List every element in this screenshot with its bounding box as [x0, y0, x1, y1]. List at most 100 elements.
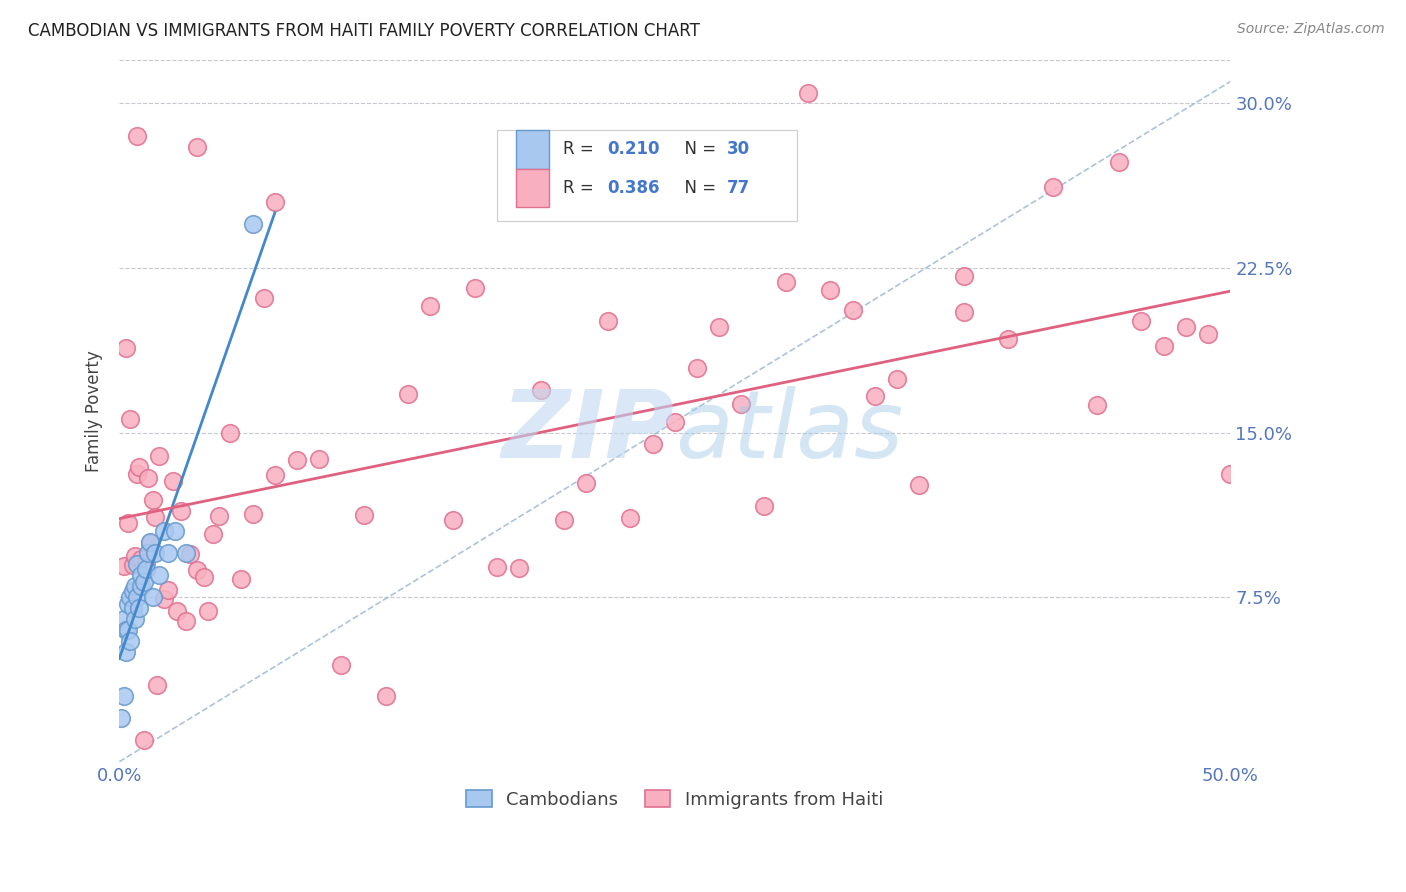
Point [1130, 314, 1153, 328]
Point [952, 305, 974, 319]
Point [841, 302, 863, 317]
Point [193, 570, 215, 584]
Point [136, 471, 159, 485]
Point [131, 568, 153, 582]
Point [143, 546, 166, 560]
Point [120, 412, 142, 426]
Point [132, 574, 155, 589]
Point [752, 500, 775, 514]
Point [619, 511, 641, 525]
Text: 30: 30 [727, 140, 751, 159]
Point [219, 426, 242, 441]
Text: atlas: atlas [675, 386, 903, 477]
Bar [516, 130, 550, 169]
Point [117, 623, 139, 637]
Point [125, 591, 148, 605]
Point [374, 689, 396, 703]
Point [115, 342, 138, 356]
Point [1174, 320, 1197, 334]
Point [135, 556, 157, 570]
Point [142, 492, 165, 507]
Point [263, 195, 285, 210]
Point [131, 551, 153, 566]
Point [508, 561, 530, 575]
Point [952, 268, 974, 283]
Point [419, 299, 441, 313]
Point [908, 478, 931, 492]
Point [117, 516, 139, 530]
Point [139, 535, 162, 549]
Point [709, 320, 731, 334]
Point [162, 475, 184, 489]
Point [208, 508, 231, 523]
Point [148, 568, 170, 582]
Point [135, 562, 157, 576]
Point [263, 467, 285, 482]
Point [396, 387, 419, 401]
Point [121, 583, 143, 598]
Point [112, 612, 135, 626]
Point [152, 524, 174, 539]
Point [120, 591, 142, 605]
Point [231, 572, 253, 586]
Point [166, 604, 188, 618]
Point [117, 597, 139, 611]
Point [598, 313, 620, 327]
Point [186, 140, 208, 154]
Point [1219, 467, 1241, 482]
Legend: Cambodians, Immigrants from Haiti: Cambodians, Immigrants from Haiti [460, 782, 890, 816]
Point [157, 583, 180, 598]
Point [308, 452, 330, 467]
Point [112, 689, 135, 703]
Bar [516, 169, 550, 208]
Point [124, 549, 146, 563]
Point [157, 546, 180, 560]
Point [197, 604, 219, 618]
Point [110, 711, 132, 725]
Point [242, 507, 264, 521]
Point [664, 415, 686, 429]
Point [125, 129, 148, 144]
Point [285, 453, 308, 467]
Point [242, 217, 264, 231]
Point [136, 546, 159, 560]
Point [125, 558, 148, 572]
Text: N =: N = [673, 179, 721, 197]
Point [1197, 326, 1219, 341]
Point [686, 360, 709, 375]
Point [115, 645, 138, 659]
Point [441, 513, 464, 527]
Point [115, 623, 138, 637]
Point [1085, 398, 1108, 412]
Text: N =: N = [673, 140, 721, 159]
Point [124, 579, 146, 593]
Text: 77: 77 [727, 179, 751, 197]
Point [174, 614, 197, 628]
Point [146, 678, 169, 692]
Point [863, 389, 886, 403]
Text: 0.386: 0.386 [607, 179, 659, 197]
Point [186, 563, 208, 577]
Y-axis label: Family Poverty: Family Poverty [86, 350, 103, 472]
Point [120, 634, 142, 648]
Point [142, 591, 165, 605]
Point [797, 86, 820, 100]
Point [170, 504, 193, 518]
Point [131, 579, 153, 593]
Point [112, 559, 135, 574]
FancyBboxPatch shape [498, 130, 797, 221]
Point [124, 612, 146, 626]
Point [730, 397, 752, 411]
Point [201, 526, 224, 541]
Text: R =: R = [562, 179, 599, 197]
Point [125, 467, 148, 482]
Text: CAMBODIAN VS IMMIGRANTS FROM HAITI FAMILY POVERTY CORRELATION CHART: CAMBODIAN VS IMMIGRANTS FROM HAITI FAMIL… [28, 22, 700, 40]
Point [330, 657, 353, 672]
Point [128, 459, 150, 474]
Point [886, 371, 908, 385]
Point [152, 592, 174, 607]
Point [143, 510, 166, 524]
Point [820, 283, 842, 297]
Point [139, 536, 162, 550]
Point [148, 449, 170, 463]
